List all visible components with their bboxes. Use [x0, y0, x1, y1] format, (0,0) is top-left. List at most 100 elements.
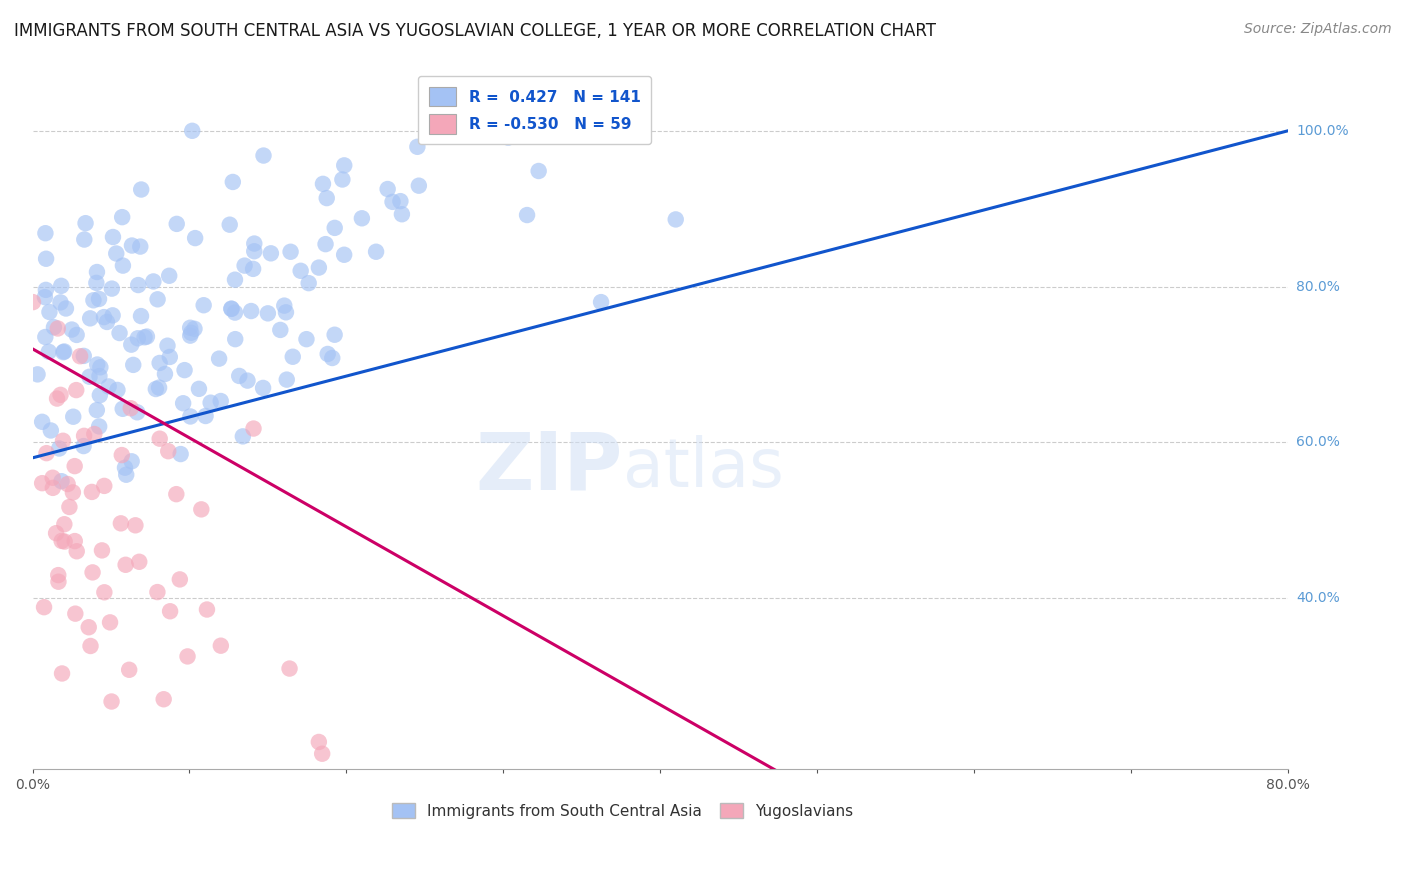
Point: [149, 356, 172, 370]
Point: [51, 666, 73, 681]
Point: [224, 332, 246, 346]
Point: [120, 401, 142, 416]
Point: [190, 502, 212, 516]
Point: [53, 517, 76, 532]
Point: [240, 304, 263, 318]
Point: [181, 124, 204, 138]
Point: [62, 409, 84, 424]
Point: [145, 382, 167, 396]
Point: [48, 574, 70, 589]
Point: [118, 663, 141, 677]
Point: [121, 454, 143, 468]
Point: [114, 558, 136, 572]
Point: [108, 326, 131, 340]
Point: [316, 347, 339, 361]
Point: [159, 350, 181, 364]
Point: [224, 273, 246, 287]
Point: [179, 320, 201, 334]
Point: [89, 419, 111, 434]
Text: ZIP: ZIP: [475, 429, 623, 507]
Point: [194, 409, 217, 423]
Point: [89, 388, 111, 402]
Point: [80, 484, 103, 499]
Point: [121, 238, 143, 252]
Point: [73, 429, 96, 443]
Point: [308, 260, 330, 275]
Point: [46, 392, 69, 406]
Point: [665, 212, 688, 227]
Point: [315, 191, 337, 205]
Point: [200, 395, 222, 409]
Point: [273, 299, 295, 313]
Point: [152, 692, 174, 706]
Point: [184, 231, 207, 245]
Point: [49, 388, 72, 402]
Point: [105, 246, 128, 260]
Point: [52, 345, 75, 359]
Point: [127, 405, 149, 419]
Point: [111, 259, 134, 273]
Point: [124, 518, 146, 533]
Point: [323, 220, 346, 235]
Point: [62, 485, 84, 500]
Point: [93, 479, 115, 493]
Point: [38, 344, 60, 359]
Point: [48, 442, 70, 456]
Point: [315, 237, 337, 252]
Point: [129, 182, 152, 196]
Point: [46, 568, 69, 582]
Point: [276, 373, 298, 387]
Point: [83, 427, 105, 442]
Point: [79, 639, 101, 653]
Point: [295, 332, 318, 346]
Point: [100, 694, 122, 708]
Point: [27, 368, 49, 382]
Point: [312, 177, 335, 191]
Point: [31, 415, 53, 429]
Point: [134, 330, 156, 344]
Point: [311, 747, 333, 761]
Point: [193, 298, 215, 312]
Legend: Immigrants from South Central Asia, Yugoslavians: Immigrants from South Central Asia, Yugo…: [385, 797, 859, 825]
Point: [101, 282, 124, 296]
Point: [280, 244, 302, 259]
Point: [38, 305, 60, 319]
Point: [406, 140, 429, 154]
Text: 100.0%: 100.0%: [1296, 124, 1348, 137]
Point: [149, 432, 172, 446]
Point: [165, 487, 187, 501]
Point: [55, 301, 77, 316]
Point: [86, 276, 108, 290]
Point: [101, 309, 124, 323]
Point: [208, 351, 231, 366]
Point: [114, 460, 136, 475]
Point: [53, 344, 76, 359]
Point: [69, 349, 91, 363]
Point: [35, 446, 58, 460]
Point: [77, 620, 100, 634]
Point: [242, 261, 264, 276]
Point: [323, 327, 346, 342]
Text: 60.0%: 60.0%: [1296, 435, 1340, 450]
Point: [157, 268, 180, 283]
Point: [34, 226, 56, 240]
Point: [243, 236, 266, 251]
Point: [298, 276, 321, 290]
Point: [195, 602, 218, 616]
Point: [281, 350, 304, 364]
Point: [153, 367, 176, 381]
Point: [111, 210, 134, 224]
Point: [173, 363, 195, 377]
Point: [146, 585, 169, 599]
Point: [63, 534, 86, 549]
Point: [51, 278, 73, 293]
Point: [63, 459, 86, 474]
Point: [111, 401, 134, 416]
Point: [65, 383, 87, 397]
Text: IMMIGRANTS FROM SOUTH CENTRAL ASIA VS YUGOSLAVIAN COLLEGE, 1 YEAR OR MORE CORREL: IMMIGRANTS FROM SOUTH CENTRAL ASIA VS YU…: [14, 22, 936, 40]
Point: [290, 264, 312, 278]
Point: [93, 310, 115, 325]
Point: [242, 421, 264, 435]
Point: [122, 358, 145, 372]
Point: [146, 293, 169, 307]
